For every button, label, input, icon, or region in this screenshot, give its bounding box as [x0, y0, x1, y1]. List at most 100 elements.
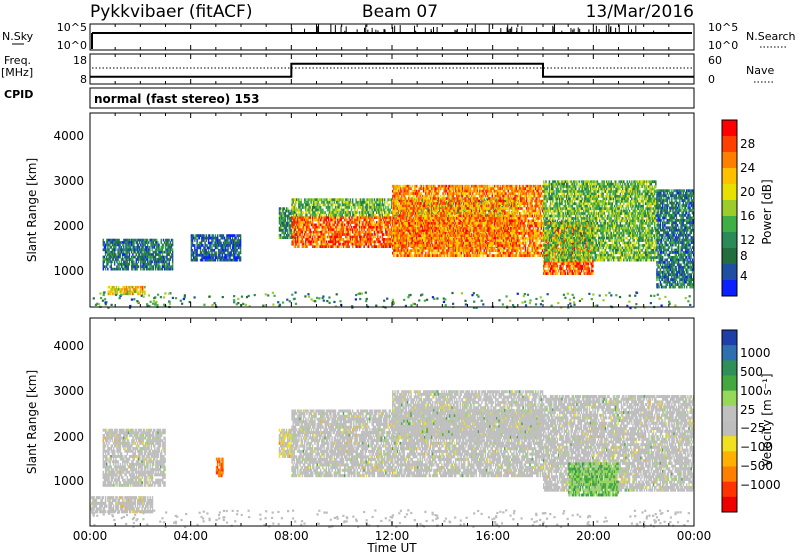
heatmap-cell — [349, 216, 350, 219]
heatmap-cell — [225, 246, 226, 249]
heatmap-cell — [137, 268, 138, 271]
heatmap-cell — [172, 265, 173, 268]
heatmap-cell — [373, 219, 374, 222]
heatmap-cell — [209, 251, 210, 254]
heatmap-cell — [382, 236, 383, 239]
heatmap-cell — [240, 239, 241, 242]
heatmap-cell — [133, 261, 134, 264]
heatmap-cell — [360, 245, 361, 248]
heatmap-cell — [300, 224, 301, 227]
heatmap-cell — [367, 209, 368, 212]
heatmap-cell — [295, 245, 296, 248]
heatmap-cell — [350, 214, 351, 217]
heatmap-cell — [357, 221, 358, 224]
heatmap-cell — [115, 248, 116, 251]
heatmap-cell — [147, 265, 148, 268]
heatmap-cell — [305, 198, 306, 201]
heatmap-cell — [196, 242, 197, 245]
heatmap-cell — [338, 206, 339, 209]
heatmap-cell — [355, 198, 356, 201]
heatmap-cell — [343, 231, 344, 234]
heatmap-cell — [329, 221, 330, 224]
heatmap-cell — [360, 219, 361, 222]
heatmap-cell — [145, 244, 146, 247]
heatmap-cell — [106, 265, 107, 268]
heatmap-cell — [287, 236, 288, 239]
heatmap-cell — [230, 246, 231, 249]
heatmap-cell — [140, 263, 141, 266]
heatmap-cell — [217, 237, 218, 240]
heatmap-cell — [127, 288, 128, 291]
heatmap-cell — [108, 248, 109, 251]
heatmap-cell — [361, 228, 362, 231]
heatmap-cell — [211, 246, 212, 249]
heatmap-cell — [374, 203, 375, 206]
heatmap-cell — [338, 226, 339, 229]
heatmap-cell — [121, 290, 122, 293]
heatmap-cell — [109, 258, 110, 261]
heatmap-cell — [114, 251, 115, 254]
heatmap-cell — [376, 201, 377, 204]
heatmap-cell — [311, 233, 312, 236]
heatmap-cell — [122, 256, 123, 259]
heatmap-cell — [384, 203, 385, 206]
heatmap-cell — [336, 226, 337, 229]
heatmap-cell — [384, 209, 385, 212]
heatmap-cell — [312, 209, 313, 212]
heatmap-cell — [115, 253, 116, 256]
heatmap-cell — [138, 261, 139, 264]
heatmap-cell — [148, 241, 149, 244]
heatmap-cell — [153, 268, 154, 271]
heatmap-cell — [312, 238, 313, 241]
heatmap-cell — [194, 239, 195, 242]
heatmap-cell — [350, 224, 351, 227]
freq-tick-top: 18 — [73, 54, 87, 67]
heatmap-cell — [196, 239, 197, 242]
heatmap-cell — [314, 211, 315, 214]
heatmap-cell — [111, 246, 112, 249]
heatmap-cell — [341, 219, 342, 222]
heatmap-cell — [378, 245, 379, 248]
heatmap-cell — [163, 246, 164, 249]
heatmap-cell — [107, 268, 108, 271]
heatmap-cell — [162, 253, 163, 256]
heatmap-cell — [360, 240, 361, 243]
heatmap-cell — [112, 290, 113, 293]
heatmap-cell — [292, 216, 293, 219]
heatmap-cell — [240, 246, 241, 249]
heatmap-cell — [337, 211, 338, 214]
heatmap-cell — [196, 259, 197, 262]
heatmap-cell — [338, 224, 339, 227]
heatmap-cell — [234, 254, 235, 257]
heatmap-cell — [352, 201, 353, 204]
heatmap-cell — [362, 243, 363, 246]
heatmap-cell — [172, 258, 173, 261]
heatmap-cell — [153, 241, 154, 244]
heatmap-cell — [352, 198, 353, 201]
nsearch-tick-top: 10^5 — [708, 21, 738, 34]
heatmap-cell — [283, 234, 284, 237]
heatmap-cell — [319, 226, 320, 229]
heatmap-cell — [280, 234, 281, 237]
heatmap-cell — [105, 268, 106, 271]
heatmap-cell — [347, 231, 348, 234]
heatmap-cell — [137, 241, 138, 244]
heatmap-cell — [291, 203, 292, 206]
heatmap-cell — [314, 236, 315, 239]
heatmap-cell — [216, 254, 217, 257]
heatmap-cell — [304, 236, 305, 239]
heatmap-cell — [308, 238, 309, 241]
heatmap-cell — [318, 201, 319, 204]
heatmap-cell — [114, 261, 115, 264]
heatmap-cell — [381, 219, 382, 222]
heatmap-cell — [363, 198, 364, 201]
heatmap-cell — [318, 233, 319, 236]
heatmap-cell — [240, 259, 241, 262]
heatmap-cell — [350, 203, 351, 206]
heatmap-cell — [294, 236, 295, 239]
heatmap-cell — [215, 234, 216, 237]
heatmap-cell — [382, 224, 383, 227]
heatmap-cell — [307, 219, 308, 222]
heatmap-cell — [158, 246, 159, 249]
heatmap-cell — [315, 216, 316, 219]
